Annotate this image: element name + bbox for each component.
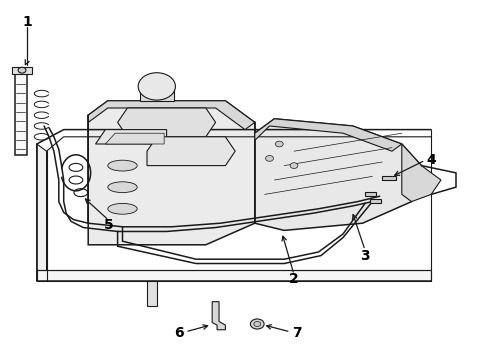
Polygon shape [37, 270, 431, 281]
Polygon shape [96, 130, 167, 144]
Circle shape [254, 321, 261, 327]
Polygon shape [88, 101, 255, 245]
Bar [382, 176, 396, 180]
Text: 3: 3 [360, 249, 370, 262]
Text: 5: 5 [104, 218, 114, 232]
Polygon shape [37, 144, 47, 281]
Ellipse shape [108, 203, 137, 214]
Polygon shape [147, 137, 235, 166]
Polygon shape [212, 302, 225, 330]
Circle shape [266, 156, 273, 161]
Polygon shape [15, 72, 27, 155]
Polygon shape [147, 281, 157, 306]
Polygon shape [118, 108, 216, 137]
Bar [365, 192, 376, 196]
Text: 7: 7 [292, 326, 301, 340]
Circle shape [250, 319, 264, 329]
Polygon shape [12, 67, 32, 74]
Polygon shape [255, 119, 402, 151]
Bar [370, 199, 381, 203]
Circle shape [18, 67, 26, 73]
Circle shape [138, 73, 175, 100]
Text: 4: 4 [426, 153, 436, 167]
Polygon shape [88, 101, 255, 130]
Circle shape [290, 163, 298, 168]
Polygon shape [140, 86, 174, 101]
Text: 2: 2 [289, 272, 299, 286]
Text: 6: 6 [174, 326, 184, 340]
Circle shape [275, 141, 283, 147]
Text: 1: 1 [22, 15, 32, 29]
Polygon shape [402, 144, 441, 202]
Ellipse shape [108, 182, 137, 193]
Polygon shape [255, 119, 421, 230]
Ellipse shape [108, 160, 137, 171]
Polygon shape [105, 133, 164, 144]
